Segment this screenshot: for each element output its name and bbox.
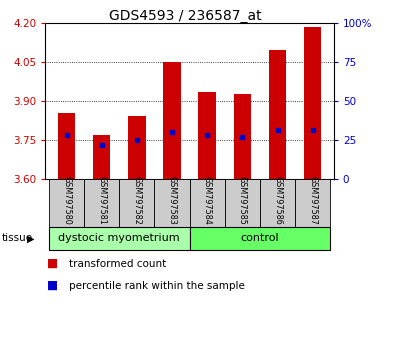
Text: percentile rank within the sample: percentile rank within the sample xyxy=(69,281,245,291)
Bar xyxy=(190,179,225,227)
Bar xyxy=(269,50,286,179)
Bar xyxy=(304,27,322,179)
Bar xyxy=(58,113,75,179)
Text: GSM797586: GSM797586 xyxy=(273,176,282,225)
Text: GSM797581: GSM797581 xyxy=(97,176,106,225)
Bar xyxy=(233,95,251,179)
Bar xyxy=(295,179,330,227)
Text: ■: ■ xyxy=(47,279,58,292)
Bar xyxy=(225,179,260,227)
Text: GSM797582: GSM797582 xyxy=(132,176,141,225)
Text: GSM797587: GSM797587 xyxy=(308,176,317,225)
Text: GSM797580: GSM797580 xyxy=(62,176,71,225)
Bar xyxy=(190,227,330,250)
Bar xyxy=(49,227,190,250)
Bar xyxy=(163,62,181,179)
Bar xyxy=(49,179,84,227)
Text: tissue: tissue xyxy=(2,233,33,243)
Bar xyxy=(84,179,119,227)
Bar xyxy=(198,92,216,179)
Text: control: control xyxy=(241,233,279,243)
Text: GSM797584: GSM797584 xyxy=(203,176,212,225)
Text: dystocic myometrium: dystocic myometrium xyxy=(58,233,180,243)
Bar xyxy=(154,179,190,227)
Text: transformed count: transformed count xyxy=(69,259,166,269)
Text: ■: ■ xyxy=(47,257,58,270)
Bar xyxy=(119,179,154,227)
Text: GDS4593 / 236587_at: GDS4593 / 236587_at xyxy=(109,9,262,23)
Text: GSM797585: GSM797585 xyxy=(238,176,247,225)
Bar xyxy=(93,135,111,179)
Bar xyxy=(260,179,295,227)
Bar xyxy=(128,116,146,179)
Text: GSM797583: GSM797583 xyxy=(167,176,177,225)
Text: ▶: ▶ xyxy=(27,234,34,244)
